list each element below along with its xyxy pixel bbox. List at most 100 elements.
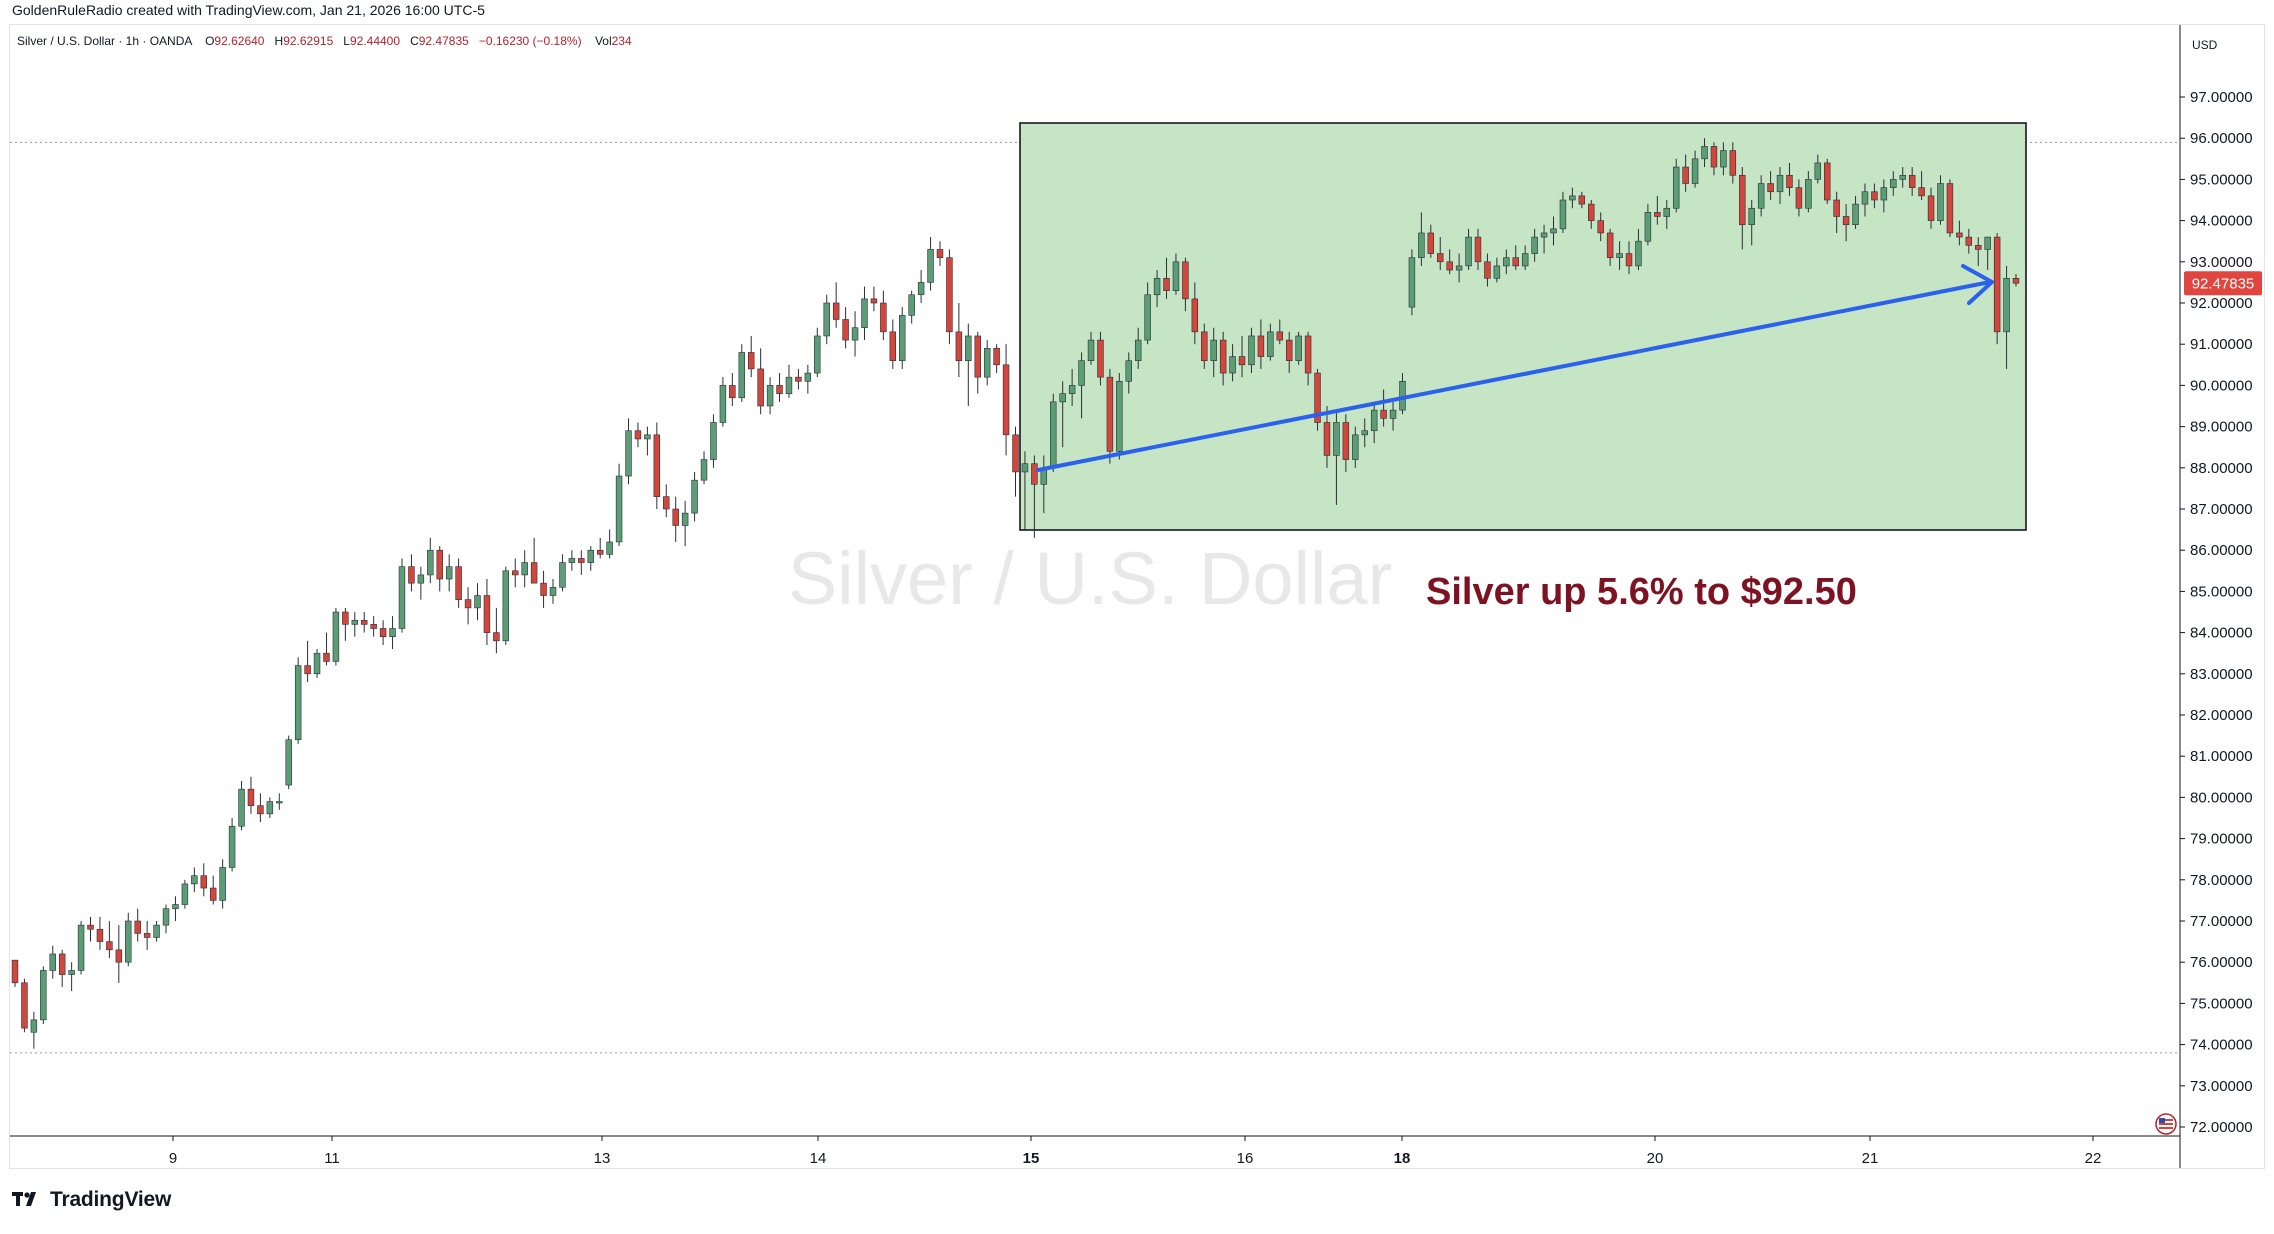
candle: [578, 550, 585, 575]
candle: [842, 307, 849, 349]
candle: [1172, 253, 1180, 295]
candle: [1578, 191, 1586, 209]
price-tick-label: 95.00000: [2190, 171, 2253, 188]
high-label: H: [274, 34, 284, 48]
candle: [1833, 191, 1840, 233]
candle: [1654, 195, 1661, 225]
candle: [1757, 175, 1765, 217]
candle: [276, 793, 283, 810]
candle: [1352, 426, 1359, 468]
time-axis[interactable]: 9 11 13 14 15 16 18 20 21 22: [169, 1136, 2102, 1167]
candle-body-down: [870, 298, 878, 304]
candle-body-up: [861, 298, 868, 329]
candle: [1446, 249, 1453, 275]
candle: [1691, 150, 1699, 188]
candle-body-up: [398, 566, 406, 629]
candle-body-up: [625, 430, 632, 477]
candle-body-up: [1720, 150, 1727, 168]
annotation-text[interactable]: Silver up 5.6% to $92.50: [1426, 571, 1857, 613]
candle-body-up: [1021, 463, 1029, 473]
candle-body-down: [436, 549, 443, 580]
candle-body-down: [1238, 356, 1246, 366]
candle: [200, 863, 207, 897]
candle-body-down: [1342, 422, 1350, 460]
candle: [776, 373, 783, 402]
candle: [502, 566, 510, 645]
flag-icon[interactable]: [2155, 1113, 2177, 1135]
candle-body-up: [125, 920, 132, 963]
candle-body-down: [747, 352, 755, 370]
candle: [285, 735, 292, 790]
candle: [1899, 167, 1906, 188]
candle-body-down: [379, 628, 387, 638]
candle-body-up: [1880, 187, 1888, 201]
time-tick-label: 15: [1023, 1150, 1040, 1167]
candle-body-up: [1418, 232, 1425, 258]
tradingview-footer[interactable]: TradingView: [12, 1188, 171, 1212]
candle: [1078, 352, 1085, 419]
price-tick-label: 74.00000: [2190, 1037, 2253, 1054]
candle: [851, 311, 859, 357]
candle: [993, 344, 1000, 374]
candle-body-down: [634, 430, 642, 440]
candle-body-down: [1729, 150, 1737, 176]
candle: [134, 908, 141, 942]
candle-body-down: [1446, 261, 1453, 271]
candle: [795, 368, 802, 390]
candle-body-up: [908, 294, 915, 316]
candle: [1805, 171, 1812, 213]
candle-body-up: [1550, 228, 1557, 234]
candle: [1908, 167, 1916, 196]
consolidation-range-box[interactable]: [1019, 122, 2027, 531]
candle-body-up: [502, 570, 510, 642]
candle: [1182, 257, 1189, 312]
candle: [1059, 381, 1066, 448]
candle-body-up: [1153, 277, 1161, 296]
symbol-info-bar: Silver / U.S. Dollar · 1h · OANDA O92.62…: [17, 34, 632, 48]
symbol-name[interactable]: Silver / U.S. Dollar · 1h · OANDA: [17, 34, 192, 48]
candle: [1852, 195, 1859, 229]
candle-body-up: [1408, 257, 1416, 308]
candle-body-down: [1965, 236, 1973, 246]
candle-body-up: [1644, 212, 1652, 242]
candle: [1295, 331, 1302, 365]
candle: [1786, 162, 1793, 196]
candle: [1333, 410, 1340, 505]
candle-body-down: [1257, 335, 1265, 357]
candle-body-down: [1512, 257, 1519, 267]
candle-body-down: [1012, 434, 1019, 473]
time-tick-label: 11: [324, 1150, 340, 1167]
candle: [908, 290, 915, 324]
candle: [87, 916, 94, 942]
candle-body-up: [1984, 236, 1991, 250]
candle: [1465, 228, 1472, 271]
attribution-header: GoldenRuleRadio created with TradingView…: [12, 2, 485, 18]
candle-body-down: [1946, 183, 1954, 234]
candle-body-up: [276, 801, 283, 804]
candle-body-down: [512, 570, 519, 576]
trend-arrow[interactable]: [1036, 264, 1994, 472]
candle-body-up: [1134, 339, 1142, 361]
candle: [1116, 373, 1123, 460]
candle: [342, 607, 349, 641]
price-tick-label: 84.00000: [2190, 625, 2253, 642]
candle: [1975, 237, 1982, 266]
candle: [1663, 200, 1670, 229]
candle-body-down: [1380, 409, 1387, 419]
candle: [153, 921, 160, 942]
candle-body-up: [1805, 179, 1812, 209]
candle-body-up: [1229, 356, 1236, 374]
candle-body-up: [719, 385, 727, 423]
price-tick-label: 97.00000: [2190, 89, 2253, 106]
candle: [672, 496, 679, 542]
candle-body-up: [606, 541, 613, 555]
price-tick-label: 88.00000: [2190, 460, 2253, 477]
candle: [1625, 241, 1633, 275]
candle-body-up: [521, 562, 528, 576]
price-tick-label: 77.00000: [2190, 913, 2253, 930]
price-axis[interactable]: 97.00000 96.00000 95.00000 94.00000 93.00000…: [2180, 89, 2253, 1136]
candle: [1342, 414, 1350, 472]
candle-body-down: [936, 249, 944, 258]
candle: [1068, 368, 1076, 406]
candle: [1937, 175, 1944, 225]
